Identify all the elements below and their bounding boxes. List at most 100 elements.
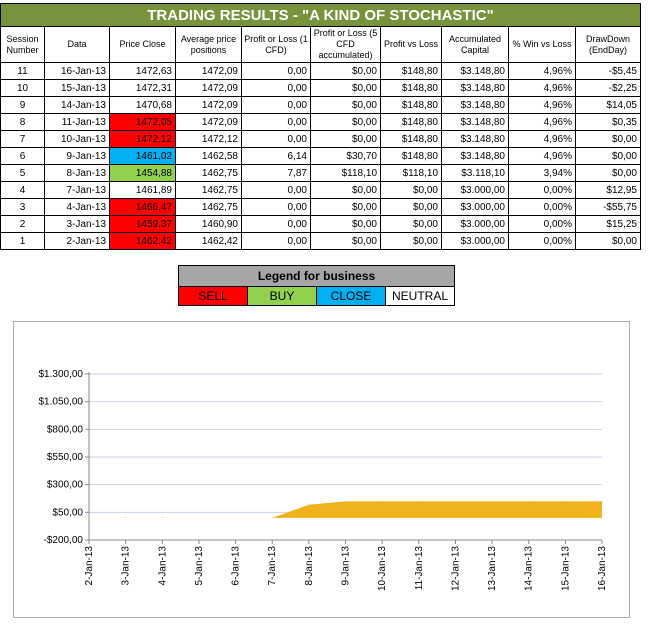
table-row: 1 2-Jan-13 1462,42 1462,42 0,00 $0,00 $0,00 $3.… (0, 232, 641, 250)
cell-capital: $3.000,00 (441, 198, 509, 216)
data-point (88, 517, 90, 519)
cell-win: 4,96% (508, 130, 576, 148)
cell-dd: $0,00 (575, 147, 641, 165)
cell-capital: $3.148,80 (441, 113, 509, 131)
cell-pl1: 6,14 (241, 147, 311, 165)
cell-avg: 1462,42 (175, 232, 242, 250)
legend-item-sell: SELL (178, 286, 248, 306)
x-tick-label: 11-Jan-13 (414, 546, 425, 591)
cell-pl1: 0,00 (241, 62, 311, 80)
cell-price: 1466,47 (109, 198, 176, 216)
cell-dd: $0,00 (575, 164, 641, 182)
cell-price: 1461,02 (109, 147, 176, 165)
cell-pl1: 0,00 (241, 130, 311, 148)
cell-pvl: $0,00 (380, 181, 442, 199)
data-point (418, 500, 420, 502)
x-tick-label: 15-Jan-13 (560, 546, 571, 591)
cell-win: 0,00% (508, 198, 576, 216)
cell-date: 2-Jan-13 (44, 232, 110, 250)
data-point (308, 504, 310, 506)
legend-item-neutral: NEUTRAL (385, 286, 455, 306)
x-tick-label: 7-Jan-13 (267, 546, 278, 586)
cell-win: 0,00% (508, 181, 576, 199)
cell-pl5: $0,00 (310, 96, 381, 114)
results-table: TRADING RESULTS - "A KIND OF STOCHASTIC"… (0, 3, 641, 250)
cell-session: 3 (0, 198, 45, 216)
cell-pvl: $148,80 (380, 113, 442, 131)
table-title: TRADING RESULTS - "A KIND OF STOCHASTIC" (0, 3, 641, 27)
cell-dd: $12,95 (575, 181, 641, 199)
table-row: 10 15-Jan-13 1472,31 1472,09 0,00 $0,00 $148,8… (0, 79, 641, 97)
cell-avg: 1462,75 (175, 181, 242, 199)
legend-title: Legend for business (178, 265, 455, 287)
cell-avg: 1472,09 (175, 62, 242, 80)
cell-dd: -$5,45 (575, 62, 641, 80)
cell-price: 1472,12 (109, 130, 176, 148)
column-header: Session Number (0, 26, 45, 63)
cell-avg: 1472,09 (175, 79, 242, 97)
y-tick-label: $1.300,00 (39, 369, 84, 380)
capital-chart: -$200,00 $50,00 $300,00 $550,00 $800,00 $1.05… (13, 321, 630, 618)
y-tick-label: $1.050,00 (39, 397, 84, 408)
cell-price: 1462,42 (109, 232, 176, 250)
cell-date: 14-Jan-13 (44, 96, 110, 114)
y-tick-label: -$200,00 (44, 535, 84, 546)
column-header: Profit vs Loss (380, 26, 442, 63)
cell-session: 6 (0, 147, 45, 165)
cell-capital: $3.148,80 (441, 130, 509, 148)
cell-dd: -$55,75 (575, 198, 641, 216)
cell-session: 10 (0, 79, 45, 97)
x-tick-label: 10-Jan-13 (377, 546, 388, 591)
data-point (125, 517, 127, 519)
table-row: 11 16-Jan-13 1472,63 1472,09 0,00 $0,00 $148,8… (0, 62, 641, 80)
cell-capital: $3.148,80 (441, 79, 509, 97)
cell-win: 3,94% (508, 164, 576, 182)
cell-pvl: $118,10 (380, 164, 442, 182)
cell-pl1: 0,00 (241, 96, 311, 114)
column-header: Profit or Loss (5 CFD accumulated) (310, 26, 381, 63)
cell-win: 4,96% (508, 147, 576, 165)
cell-price: 1472,05 (109, 113, 176, 131)
cell-pl5: $118,10 (310, 164, 381, 182)
cell-price: 1461,89 (109, 181, 176, 199)
cell-dd: $15,25 (575, 215, 641, 233)
cell-avg: 1460,90 (175, 215, 242, 233)
column-header: Price Close (109, 26, 176, 63)
x-tick-label: 16-Jan-13 (597, 546, 608, 591)
column-header: % Win vs Loss (508, 26, 576, 63)
capital-area (89, 501, 602, 518)
signal-legend: Legend for business SELL BUY CLOSE NEUTRAL (178, 265, 455, 306)
table-row: 6 9-Jan-13 1461,02 1462,58 6,14 $30,70 $148,80… (0, 147, 641, 165)
cell-pl5: $0,00 (310, 113, 381, 131)
cell-pl1: 0,00 (241, 181, 311, 199)
cell-win: 4,96% (508, 96, 576, 114)
x-tick-label: 6-Jan-13 (231, 546, 242, 586)
cell-win: 4,96% (508, 62, 576, 80)
cell-win: 0,00% (508, 232, 576, 250)
data-point (161, 517, 163, 519)
cell-session: 1 (0, 232, 45, 250)
column-header: DrawDown (EndDay) (575, 26, 641, 63)
cell-win: 0,00% (508, 215, 576, 233)
cell-dd: $0,35 (575, 113, 641, 131)
cell-pvl: $0,00 (380, 198, 442, 216)
cell-pl1: 0,00 (241, 232, 311, 250)
cell-dd: $14,05 (575, 96, 641, 114)
cell-pvl: $0,00 (380, 232, 442, 250)
cell-win: 4,96% (508, 79, 576, 97)
data-point (345, 500, 346, 502)
chart-svg: -$200,00 $50,00 $300,00 $550,00 $800,00 $1.05… (39, 369, 609, 591)
cell-pvl: $148,80 (380, 96, 442, 114)
x-tick-label: 8-Jan-13 (304, 546, 315, 586)
table-row: 7 10-Jan-13 1472,12 1472,12 0,00 $0,00 $148,80… (0, 130, 641, 148)
cell-avg: 1472,09 (175, 113, 242, 131)
cell-pl5: $0,00 (310, 232, 381, 250)
cell-avg: 1472,09 (175, 96, 242, 114)
cell-pl5: $0,00 (310, 62, 381, 80)
cell-price: 1454,88 (109, 164, 176, 182)
cell-pl1: 0,00 (241, 215, 311, 233)
cell-date: 7-Jan-13 (44, 181, 110, 199)
cell-pl1: 0,00 (241, 79, 311, 97)
table-row: 2 3-Jan-13 1459,37 1460,90 0,00 $0,00 $0,00 $3.… (0, 215, 641, 233)
data-point (271, 517, 273, 519)
